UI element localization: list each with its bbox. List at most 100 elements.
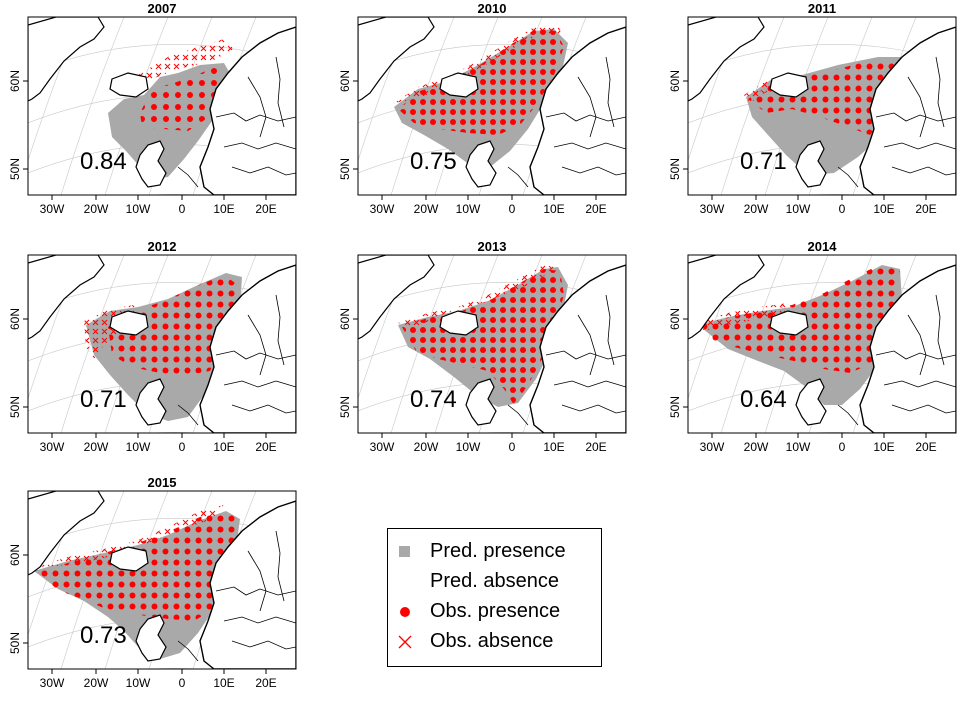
lat-tick-label: 60N xyxy=(668,308,682,330)
britain-coast xyxy=(465,140,497,188)
country-border xyxy=(545,112,626,122)
map-svg: 2014 0.64 30W 20W 10W 0 10E 20E 60N 50N xyxy=(668,239,957,454)
britain-coast xyxy=(135,614,167,662)
map-area: 0.71 30W 20W 10W 0 10E 20E 60N 50N xyxy=(8,254,297,454)
country-border xyxy=(891,166,956,176)
lat-tick-label: 50N xyxy=(8,632,22,654)
map-svg: 2007 0.84 30W 20W 10W 0 10E 20E 60N 50N xyxy=(8,1,297,216)
map-area: 0.74 30W 20W 10W 0 10E 20E 60N 50N xyxy=(338,254,627,454)
panel-title: 2011 xyxy=(808,1,836,16)
lon-tick-label: 20W xyxy=(84,440,109,454)
lat-tick-label: 60N xyxy=(338,308,352,330)
europe-coast xyxy=(199,264,296,433)
country-border xyxy=(605,56,615,128)
map-panel-2015: 2015 0.73 30W 20W 10W 0 10E 20E 60N 50N xyxy=(0,474,320,709)
greenland-coast xyxy=(358,17,435,102)
map-frame xyxy=(357,254,627,434)
map-frame xyxy=(27,254,297,434)
map-panel-2013: 2013 0.74 30W 20W 10W 0 10E 20E 60N 50N xyxy=(330,238,650,473)
legend-label: Obs. presence xyxy=(430,600,561,622)
graticule-meridian xyxy=(60,17,125,195)
lon-tick-label: 20W xyxy=(414,440,439,454)
country-border xyxy=(577,314,597,376)
map-panel-2014: 2014 0.64 30W 20W 10W 0 10E 20E 60N 50N xyxy=(660,238,962,473)
country-border xyxy=(215,350,296,360)
country-border xyxy=(553,380,626,388)
lat-tick-label: 50N xyxy=(338,396,352,418)
country-border xyxy=(231,166,296,176)
country-border xyxy=(907,314,927,376)
legend-item-pred-presence: Pred. presence xyxy=(388,539,601,565)
map-area: 0.75 30W 20W 10W 0 10E 20E 60N 50N xyxy=(338,16,627,216)
country-border xyxy=(883,380,956,388)
country-border xyxy=(247,314,267,376)
britain-coast xyxy=(795,378,827,426)
map-panel-2010: 2010 0.75 30W 20W 10W 0 10E 20E 60N 50N xyxy=(330,0,650,235)
lon-tick-label: 30W xyxy=(40,440,65,454)
greenland-coast xyxy=(28,17,105,102)
auc-score: 0.75 xyxy=(410,148,457,175)
lon-tick-label: 10W xyxy=(786,440,811,454)
panel-title: 2010 xyxy=(478,1,507,16)
lon-tick-label: 20E xyxy=(255,202,276,216)
country-border xyxy=(883,142,956,150)
lat-tick-label: 60N xyxy=(8,308,22,330)
panel-title: 2014 xyxy=(808,239,838,254)
country-border xyxy=(247,550,267,612)
europe-coast xyxy=(859,26,956,195)
europe-coast xyxy=(859,264,956,433)
lon-tick-label: 20E xyxy=(255,676,276,690)
map-area: 0.73 30W 20W 10W 0 10E 20E 60N 50N xyxy=(8,490,297,690)
map-svg: 2010 0.75 30W 20W 10W 0 10E 20E 60N 50N xyxy=(338,1,627,216)
lon-tick-label: 20W xyxy=(414,202,439,216)
country-border xyxy=(223,380,296,388)
greenland-coast xyxy=(28,255,105,340)
lon-tick-label: 30W xyxy=(700,202,725,216)
panel-title: 2012 xyxy=(148,239,177,254)
country-border xyxy=(837,404,859,426)
panel-title: 2007 xyxy=(148,1,177,16)
country-border xyxy=(875,112,956,122)
map-frame xyxy=(687,16,957,196)
lat-tick-label: 50N xyxy=(8,158,22,180)
country-border xyxy=(231,404,296,414)
map-panel-2011: 2011 0.71 30W 20W 10W 0 10E 20E 60N 50N xyxy=(660,0,962,235)
country-border xyxy=(177,166,199,188)
map-panel-2012: 2012 0.71 30W 20W 10W 0 10E 20E 60N 50N xyxy=(0,238,320,473)
country-border xyxy=(247,76,267,138)
lon-tick-label: 30W xyxy=(40,676,65,690)
lon-tick-label: 0 xyxy=(509,440,516,454)
map-svg: 2012 0.71 30W 20W 10W 0 10E 20E 60N 50N xyxy=(8,239,297,454)
observed-presence-points xyxy=(140,67,226,131)
lat-tick-label: 60N xyxy=(668,70,682,92)
lon-tick-label: 20E xyxy=(915,202,936,216)
lon-tick-label: 20E xyxy=(585,440,606,454)
map-legend: Pred. presence Pred. absence Obs. presen… xyxy=(387,528,602,667)
auc-score: 0.71 xyxy=(740,148,787,175)
observed-presence-points xyxy=(108,275,238,375)
map-svg: 2013 0.74 30W 20W 10W 0 10E 20E 60N 50N xyxy=(338,239,627,454)
observed-absence-points xyxy=(398,265,554,327)
europe-coast xyxy=(529,264,626,433)
lon-tick-label: 10W xyxy=(126,440,151,454)
lon-tick-label: 10E xyxy=(873,202,894,216)
auc-score: 0.73 xyxy=(80,622,127,649)
auc-score: 0.71 xyxy=(80,386,127,413)
country-border xyxy=(177,404,199,426)
britain-coast xyxy=(465,378,497,426)
lon-tick-label: 0 xyxy=(179,202,186,216)
lon-tick-label: 20E xyxy=(915,440,936,454)
lat-tick-label: 50N xyxy=(668,396,682,418)
legend-label: Obs. absence xyxy=(430,630,554,652)
iceland-coast xyxy=(109,310,149,336)
country-border xyxy=(935,56,945,128)
panel-title: 2013 xyxy=(478,239,507,254)
lon-tick-label: 30W xyxy=(40,202,65,216)
red-dot-icon xyxy=(396,603,414,621)
iceland-coast xyxy=(439,310,479,336)
country-border xyxy=(837,166,859,188)
country-border xyxy=(935,294,945,366)
map-area: 0.71 30W 20W 10W 0 10E 20E 60N 50N xyxy=(668,16,957,216)
europe-coast xyxy=(199,500,296,669)
lon-tick-label: 20W xyxy=(84,676,109,690)
